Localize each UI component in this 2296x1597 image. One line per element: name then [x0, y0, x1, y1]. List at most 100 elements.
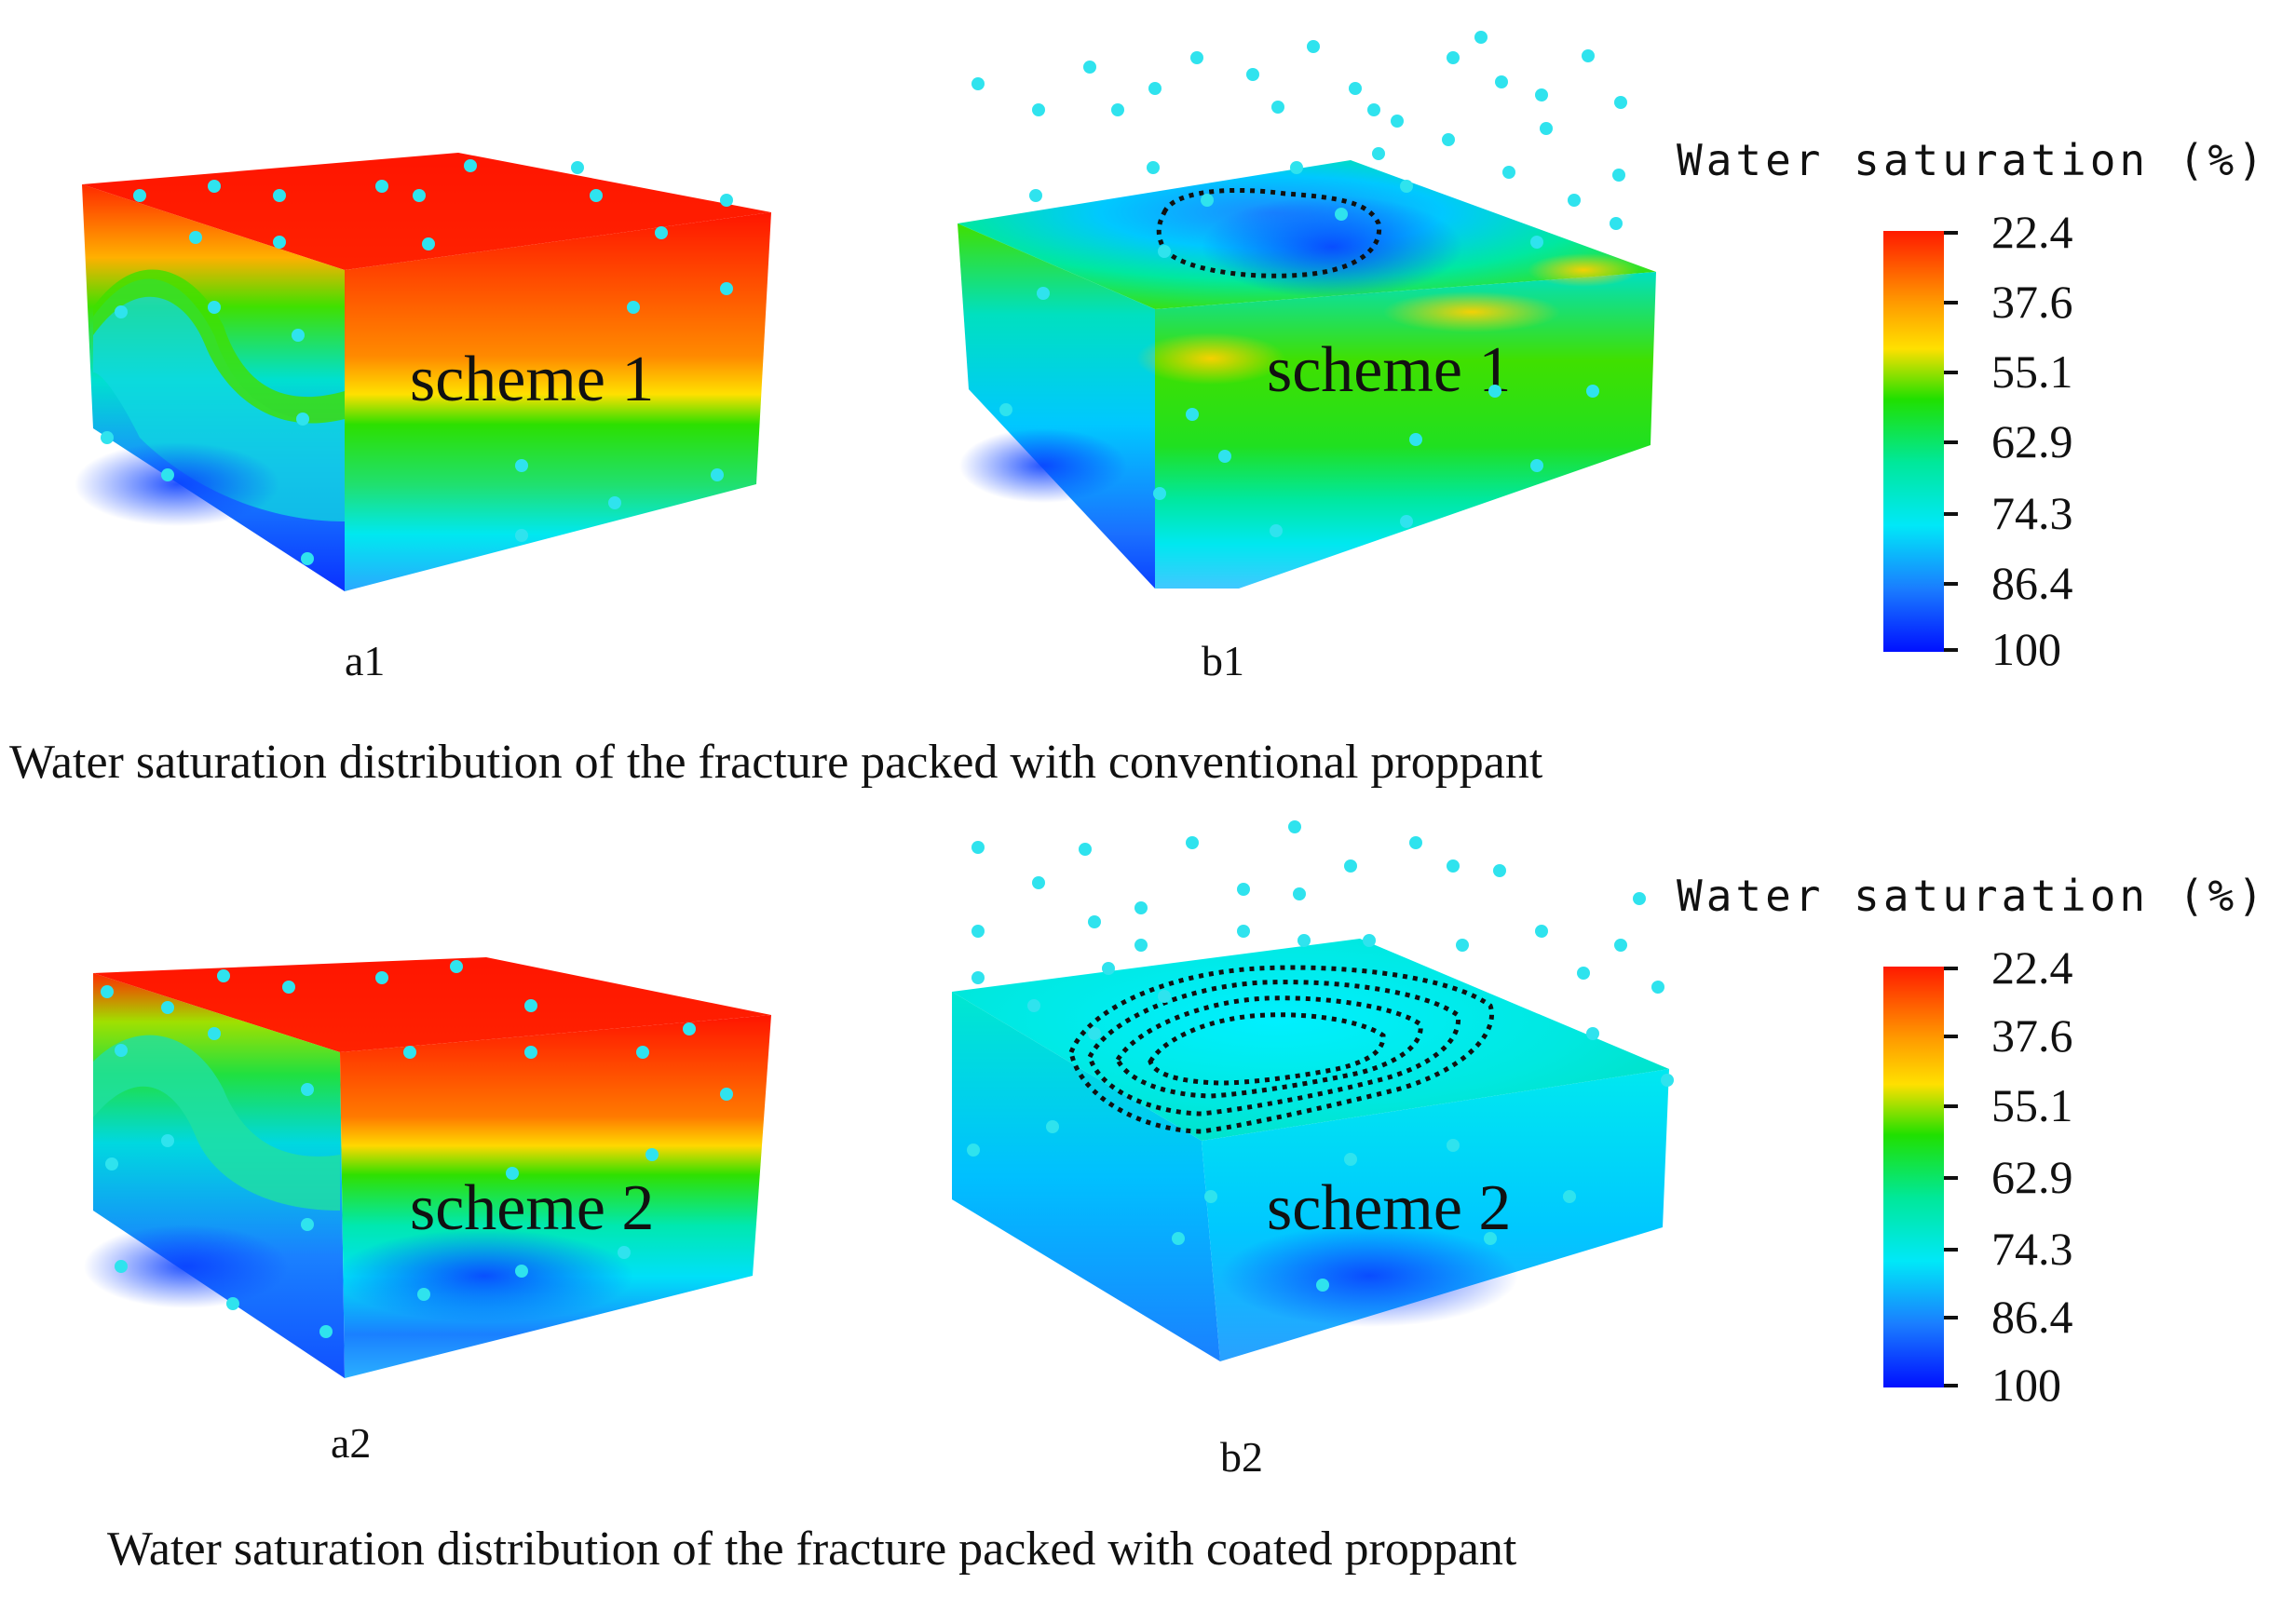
well-point: [720, 1088, 733, 1101]
colorbar-1-ticks: [1944, 231, 1958, 652]
well-point: [1158, 990, 1171, 1003]
well-point: [1661, 1074, 1674, 1087]
well-point: [971, 841, 985, 854]
well-point: [1530, 459, 1543, 472]
well-point: [1535, 88, 1548, 102]
well-point: [1367, 103, 1380, 116]
well-point: [1201, 194, 1214, 207]
well-point: [1488, 385, 1501, 398]
a1-wave-green: [93, 269, 345, 424]
well-point: [655, 226, 668, 239]
well-point: [515, 1265, 528, 1278]
well-point: [115, 305, 128, 318]
well-points-layer: [101, 31, 1674, 1338]
well-point: [417, 1288, 430, 1301]
well-point: [1204, 1190, 1217, 1203]
well-point: [971, 77, 985, 90]
a2-top-face: [93, 957, 771, 1052]
well-point: [1456, 939, 1469, 952]
well-point: [1088, 1027, 1101, 1040]
well-point: [1153, 487, 1166, 500]
row-2-caption: Water saturation distribution of the fra…: [107, 1523, 1517, 1576]
well-point: [1083, 61, 1096, 74]
well-point: [1372, 147, 1385, 160]
row-1: scheme 1 a1 scheme 1 b1 Water saturation…: [9, 135, 2267, 789]
well-point: [1633, 892, 1646, 905]
well-point: [1316, 1279, 1329, 1292]
well-point: [971, 971, 985, 984]
well-point: [1586, 385, 1599, 398]
well-point: [1535, 925, 1548, 938]
colorbar-1-bar: [1883, 231, 1944, 652]
well-point: [1218, 450, 1231, 463]
well-point: [1079, 843, 1092, 856]
well-point: [292, 329, 305, 342]
well-point: [720, 194, 733, 207]
well-point: [1614, 96, 1627, 109]
well-point: [375, 971, 388, 984]
well-point: [1400, 515, 1413, 528]
well-point: [1344, 859, 1357, 873]
well-point: [1186, 836, 1199, 849]
well-point: [273, 236, 286, 249]
well-point: [1447, 859, 1460, 873]
colorbar-2-tick-label: 100: [1991, 1359, 2061, 1411]
well-point: [720, 282, 733, 295]
b1-yellow-patch-3: [1528, 253, 1639, 287]
well-point: [1540, 122, 1553, 135]
well-point: [375, 180, 388, 193]
a2-blue-blob-1: [335, 1229, 633, 1322]
well-point: [1271, 101, 1284, 114]
colorbar-2-tick-label: 37.6: [1991, 1009, 2073, 1062]
colorbar-1-title: Water saturation (%): [1677, 135, 2267, 185]
row-2: scheme 2 a2 scheme 2 b2 Water saturation…: [84, 871, 2263, 1576]
well-point: [618, 1246, 631, 1259]
well-point: [296, 413, 309, 426]
well-point: [1134, 939, 1148, 952]
well-point: [1391, 115, 1404, 128]
well-point: [1409, 433, 1422, 446]
a1-top-face: [82, 153, 771, 270]
well-point: [711, 468, 724, 481]
well-point: [301, 552, 314, 565]
colorbar-1-tick-label: 22.4: [1991, 206, 2073, 258]
b1-blue-patch: [1202, 196, 1462, 298]
well-point: [115, 1044, 128, 1057]
well-point: [1037, 287, 1050, 300]
well-point: [1186, 408, 1199, 421]
well-point: [226, 1297, 239, 1310]
well-point: [506, 1167, 519, 1180]
well-point: [1586, 1027, 1599, 1040]
well-point: [189, 231, 202, 244]
well-point: [161, 1001, 174, 1014]
b2-panel-label: b2: [1220, 1433, 1263, 1481]
well-point: [115, 1260, 128, 1273]
b1-yellow-patch-2: [1383, 291, 1560, 332]
well-point: [971, 925, 985, 938]
well-point: [450, 960, 463, 973]
colorbar-1-tick-label: 86.4: [1991, 557, 2073, 609]
a1-front-face: [345, 212, 771, 591]
b2-top-face: [952, 939, 1669, 1141]
colorbar-1-tick-label: 100: [1991, 623, 2061, 675]
well-point: [208, 301, 221, 314]
well-point: [1147, 161, 1160, 174]
well-point: [608, 496, 621, 509]
well-point: [1111, 103, 1124, 116]
well-point: [1172, 1232, 1185, 1245]
a2-blue-blob-2: [84, 1225, 289, 1308]
well-point: [1134, 901, 1148, 914]
colorbar-2-bar: [1883, 967, 1944, 1387]
colorbar-1-tick-label: 74.3: [1991, 487, 2073, 539]
colorbar-2-tick-label: 86.4: [1991, 1291, 2073, 1343]
well-point: [403, 1046, 416, 1059]
colorbar-2-tick-label: 22.4: [1991, 941, 2073, 994]
b2-blue-blob: [1220, 1225, 1518, 1327]
well-point: [1032, 103, 1045, 116]
well-point: [1246, 68, 1259, 81]
well-point: [1293, 887, 1306, 900]
colorbar-1-tick-label: 55.1: [1991, 345, 2073, 398]
well-point: [1190, 51, 1203, 64]
well-point: [645, 1148, 659, 1161]
well-point: [101, 431, 114, 444]
